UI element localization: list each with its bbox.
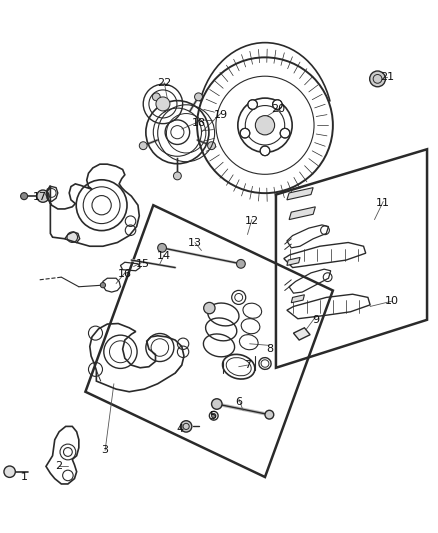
Circle shape (173, 172, 181, 180)
Circle shape (272, 100, 282, 109)
Circle shape (180, 421, 192, 432)
Circle shape (280, 128, 290, 138)
Polygon shape (293, 328, 310, 340)
Circle shape (152, 93, 160, 101)
Circle shape (204, 302, 215, 314)
Polygon shape (291, 295, 304, 303)
Text: 9: 9 (312, 315, 319, 325)
Text: 5: 5 (209, 411, 216, 421)
Text: 6: 6 (235, 398, 242, 407)
Circle shape (194, 93, 202, 101)
Circle shape (37, 190, 49, 203)
Text: 1: 1 (21, 472, 28, 482)
Circle shape (21, 192, 28, 200)
Circle shape (237, 260, 245, 268)
Circle shape (370, 71, 385, 87)
Circle shape (265, 410, 274, 419)
Circle shape (139, 142, 147, 150)
Polygon shape (287, 188, 313, 200)
Circle shape (208, 142, 215, 150)
Polygon shape (65, 232, 80, 243)
Text: 16: 16 (118, 270, 132, 279)
Text: 22: 22 (157, 78, 171, 87)
Circle shape (4, 466, 15, 478)
Text: 14: 14 (157, 251, 171, 261)
Text: 10: 10 (385, 296, 399, 306)
Text: 20: 20 (271, 104, 285, 114)
Text: 18: 18 (192, 118, 206, 127)
Text: 13: 13 (188, 238, 202, 247)
Circle shape (158, 244, 166, 252)
Circle shape (240, 128, 250, 138)
Circle shape (156, 97, 170, 111)
Text: 11: 11 (376, 198, 390, 207)
Polygon shape (287, 257, 300, 265)
Polygon shape (289, 207, 315, 220)
Text: 19: 19 (214, 110, 228, 119)
Circle shape (100, 282, 106, 288)
Text: 12: 12 (245, 216, 259, 226)
Circle shape (212, 414, 216, 418)
Circle shape (260, 146, 270, 156)
Text: 15: 15 (135, 259, 149, 269)
Text: 8: 8 (266, 344, 273, 354)
Text: 4: 4 (176, 424, 183, 434)
Text: 7: 7 (244, 360, 251, 370)
Circle shape (212, 399, 222, 409)
Text: 21: 21 (381, 72, 395, 82)
Text: 2: 2 (56, 462, 63, 471)
Text: 17: 17 (32, 192, 46, 202)
Text: 3: 3 (102, 446, 109, 455)
Circle shape (255, 116, 275, 135)
Circle shape (248, 100, 258, 109)
